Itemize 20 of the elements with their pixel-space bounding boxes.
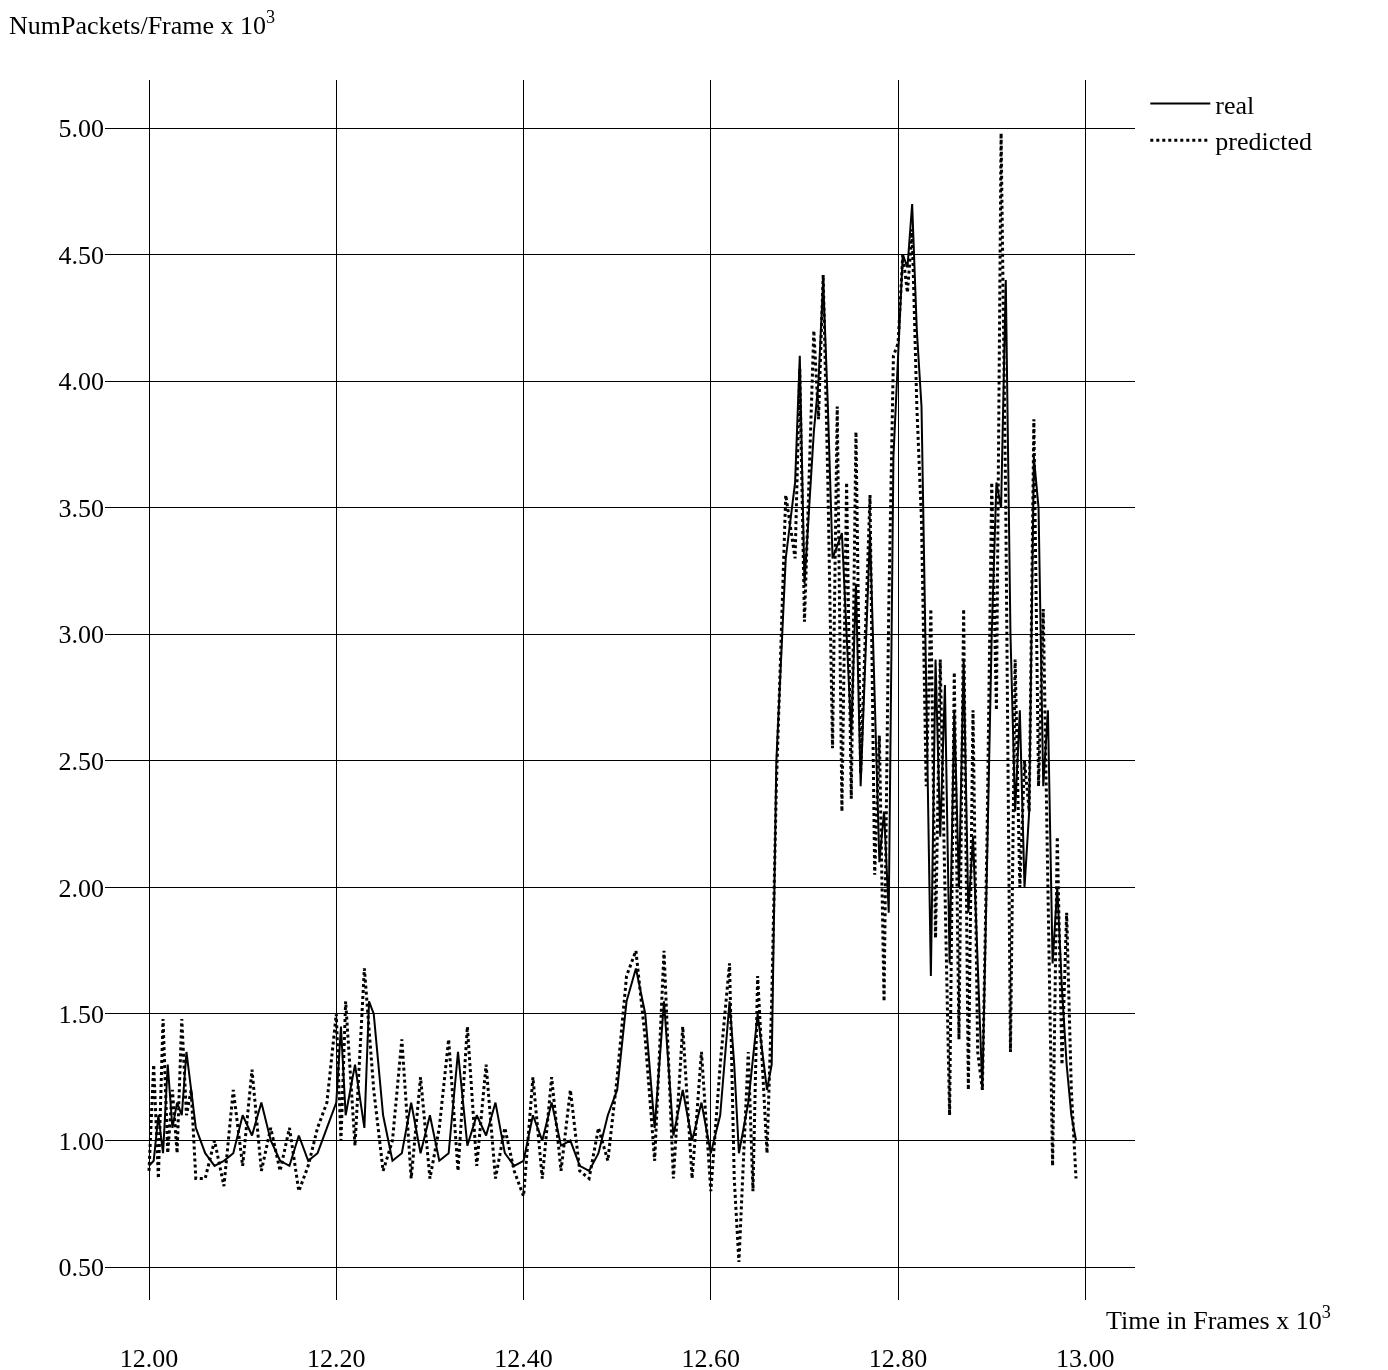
y-tick-label: 4.00: [58, 367, 104, 397]
y-tick-label: 0.50: [58, 1253, 104, 1283]
x-tick-label: 12.60: [681, 1344, 741, 1370]
x-tick-label: 12.00: [119, 1344, 179, 1370]
x-axis-title: Time in Frames x 10$^{3}$: [1106, 1302, 1331, 1335]
y-tick-label: 1.00: [58, 1126, 104, 1156]
x-tick-label: 12.80: [868, 1344, 928, 1370]
y-tick-label: 3.50: [58, 493, 104, 523]
legend-label: real: [1215, 90, 1255, 120]
y-axis-title: NumPackets/Frame x 10$^{3}$: [9, 7, 276, 40]
y-tick-label: 3.00: [58, 620, 104, 650]
x-tick-label: 13.00: [1056, 1344, 1115, 1370]
x-tick-label: 12.40: [494, 1344, 553, 1370]
legend-label: predicted: [1215, 127, 1313, 157]
x-tick-label: 12.20: [307, 1344, 366, 1370]
y-tick-label: 1.50: [58, 1000, 104, 1030]
y-tick-label: 2.50: [58, 746, 104, 776]
y-tick-label: 4.50: [58, 240, 104, 270]
y-tick-label: 5.00: [58, 114, 104, 144]
y-tick-label: 2.00: [58, 873, 104, 903]
